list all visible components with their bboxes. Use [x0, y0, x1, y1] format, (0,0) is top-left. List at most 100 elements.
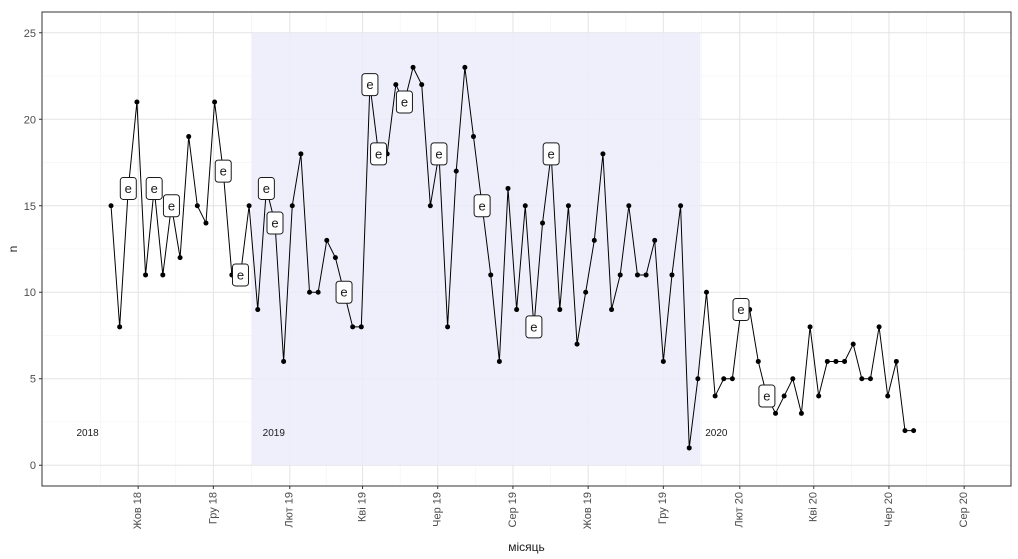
- point-label-box: [395, 90, 413, 114]
- data-point: [729, 376, 735, 382]
- point-label-box: [145, 176, 163, 200]
- x-tick-label: Жов 18: [132, 492, 144, 529]
- year-labels: 2018 2019 2020: [76, 428, 727, 439]
- data-point: [134, 99, 140, 105]
- data-point: [505, 185, 511, 191]
- data-point: [773, 410, 779, 416]
- point-label-box: [758, 384, 776, 408]
- point-label-text: e: [375, 146, 382, 161]
- x-tick-label: Лют 19: [284, 492, 296, 528]
- data-point: [470, 134, 476, 140]
- point-label-text: e: [435, 146, 442, 161]
- point-label-text: e: [263, 181, 270, 196]
- point-label: e: [335, 280, 353, 304]
- point-label-text: e: [366, 77, 373, 92]
- x-tick-label: Жов 19: [582, 492, 594, 529]
- point-label-box: [430, 142, 448, 166]
- plot-panel-border: [41, 11, 1012, 487]
- point-label-box: [525, 315, 543, 339]
- point-label-text: e: [737, 302, 744, 317]
- x-tick-label: Гру 19: [657, 492, 669, 524]
- data-point: [332, 255, 338, 261]
- highlight-rect-2019: [251, 32, 701, 466]
- data-point: [117, 324, 123, 330]
- data-point: [712, 393, 718, 399]
- x-tick-label: Лют 20: [734, 492, 746, 528]
- point-label-box: [214, 159, 232, 183]
- point-label: e: [231, 263, 249, 287]
- data-point: [798, 410, 804, 416]
- point-label-text: e: [168, 198, 175, 213]
- point-label-box: [266, 211, 284, 235]
- point-label-text: e: [530, 319, 537, 334]
- data-point: [859, 376, 865, 382]
- data-point: [824, 358, 830, 364]
- point-label-text: e: [763, 389, 770, 404]
- point-label-text: e: [548, 146, 555, 161]
- x-tick-label: Сер 20: [958, 492, 970, 527]
- data-point: [427, 203, 433, 209]
- data-point: [876, 324, 882, 330]
- year-label: 2020: [705, 428, 728, 439]
- data-point: [410, 64, 416, 70]
- data-point: [678, 203, 684, 209]
- point-label-box: [732, 298, 750, 322]
- y-axis: 0 5 10 15 20 25: [24, 28, 42, 472]
- y-tick-label: 5: [30, 374, 36, 386]
- data-point: [281, 358, 287, 364]
- x-tick-label: Сер 19: [507, 492, 519, 527]
- data-point: [143, 272, 149, 278]
- point-label-box: [162, 194, 180, 218]
- data-point: [298, 151, 304, 157]
- data-point: [617, 272, 623, 278]
- data-point: [626, 203, 632, 209]
- data-point: [419, 82, 425, 88]
- data-point: [177, 255, 183, 261]
- data-point: [660, 358, 666, 364]
- y-tick-label: 0: [30, 460, 36, 472]
- data-point: [255, 307, 261, 313]
- data-point: [600, 151, 606, 157]
- x-tick-label: Кві 20: [808, 492, 820, 522]
- data-point: [695, 376, 701, 382]
- point-label-text: e: [237, 267, 244, 282]
- point-label-text: e: [479, 198, 486, 213]
- year-label: 2019: [263, 428, 286, 439]
- data-point: [186, 134, 192, 140]
- data-point: [565, 203, 571, 209]
- data-point: [522, 203, 528, 209]
- data-point: [246, 203, 252, 209]
- point-label-text: e: [220, 164, 227, 179]
- data-point: [583, 289, 589, 295]
- data-point: [289, 203, 295, 209]
- data-point: [307, 289, 313, 295]
- data-point: [643, 272, 649, 278]
- data-point: [574, 341, 580, 347]
- point-label: e: [119, 176, 137, 200]
- point-label: e: [473, 194, 491, 218]
- point-label: e: [145, 176, 163, 200]
- y-tick-label: 25: [24, 28, 36, 40]
- data-point: [721, 376, 727, 382]
- data-point: [807, 324, 813, 330]
- x-tick-label: Кві 19: [356, 492, 368, 522]
- data-point: [160, 272, 166, 278]
- data-point: [540, 220, 546, 226]
- data-point: [203, 220, 209, 226]
- point-label-box: [231, 263, 249, 287]
- data-point: [514, 307, 520, 313]
- point-label: e: [361, 73, 379, 97]
- data-point: [324, 237, 330, 243]
- point-label: e: [257, 176, 275, 200]
- data-point: [885, 393, 891, 399]
- series-line-path: [110, 65, 914, 449]
- y-tick-label: 20: [24, 114, 36, 126]
- data-point: [755, 358, 761, 364]
- data-point: [850, 341, 856, 347]
- data-point: [781, 393, 787, 399]
- data-point: [462, 64, 468, 70]
- series-line: [110, 65, 914, 449]
- y-axis-title: n: [6, 246, 20, 253]
